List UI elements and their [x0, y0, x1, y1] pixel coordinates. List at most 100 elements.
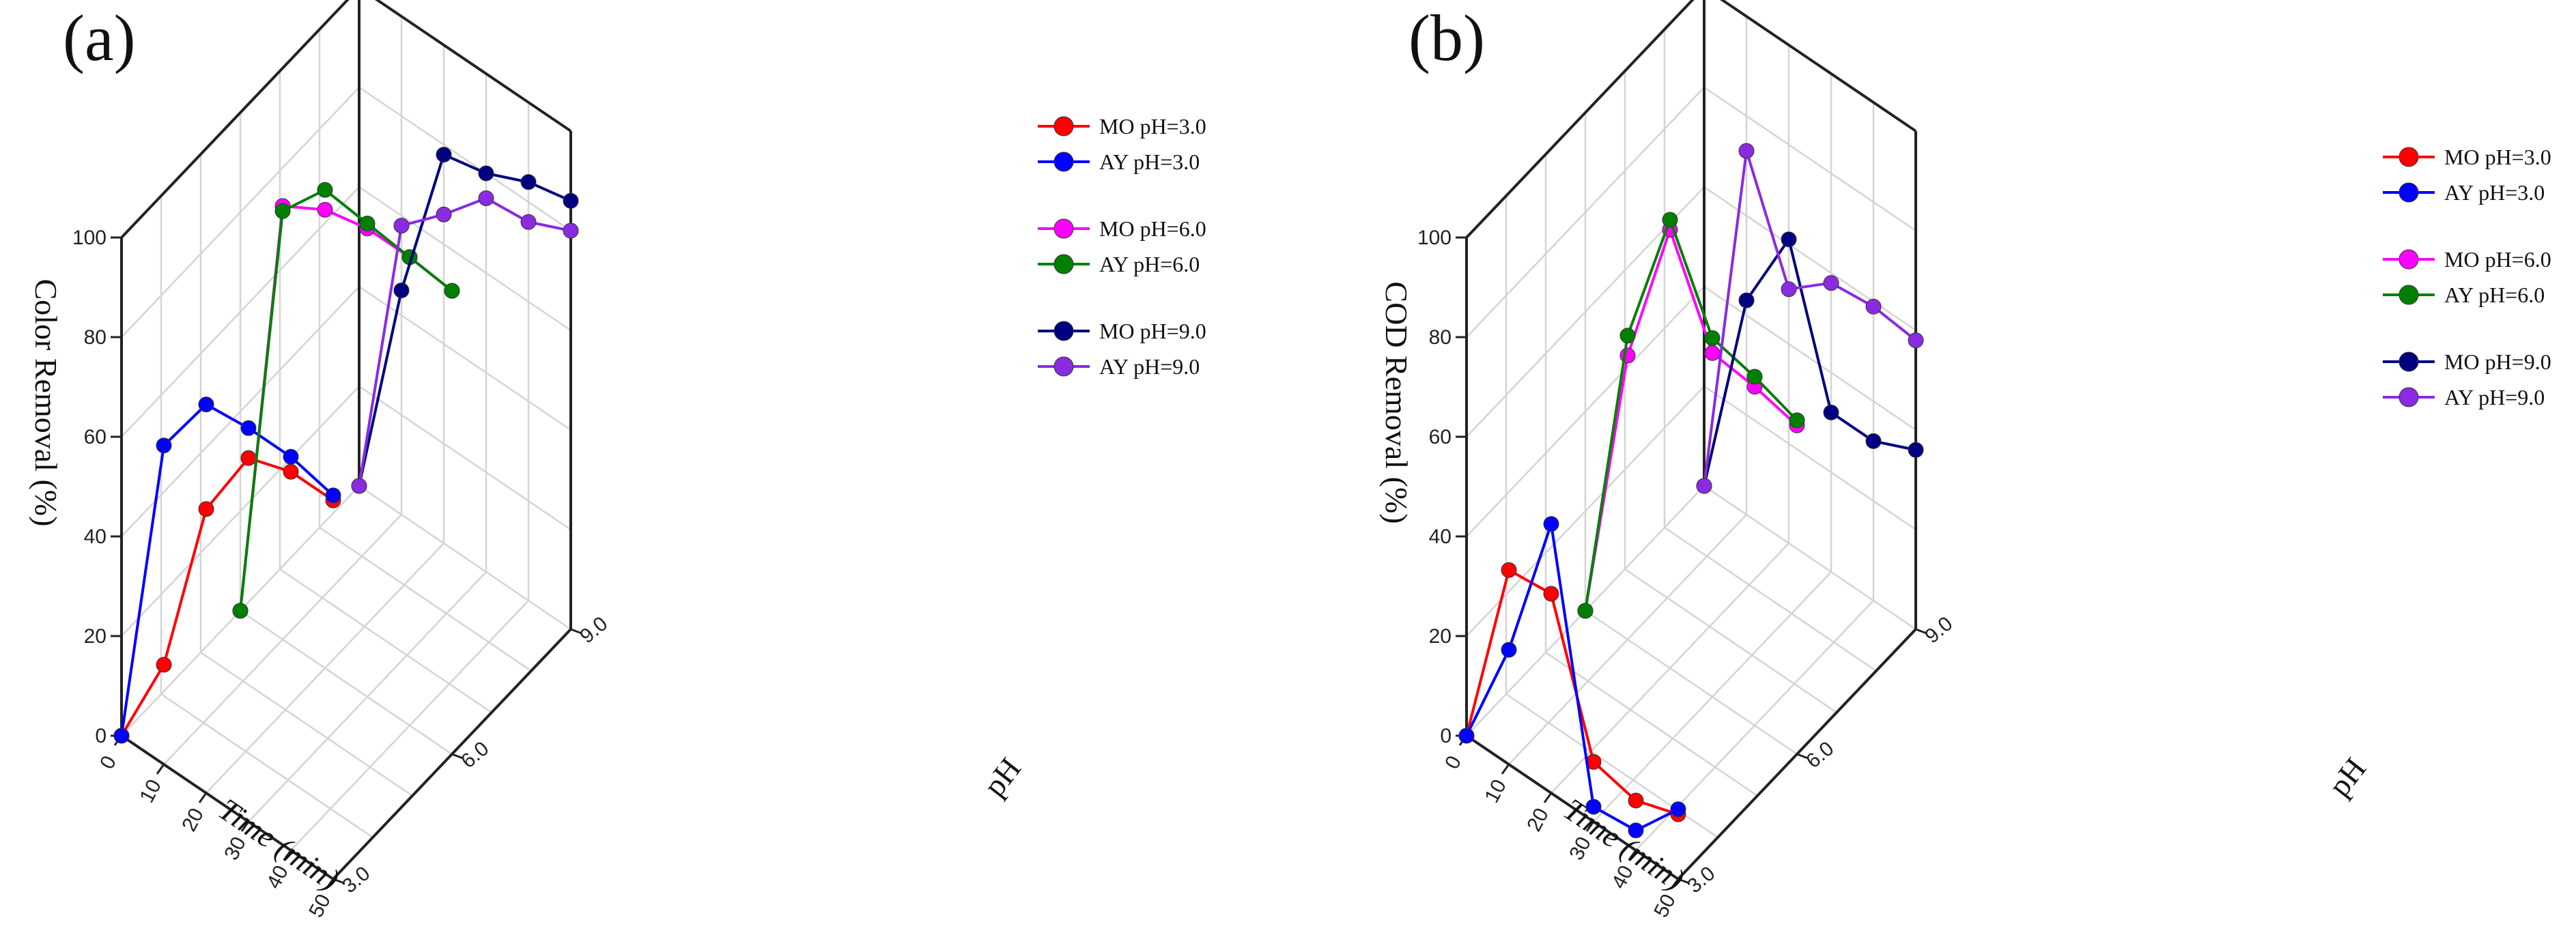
- legend-marker: [2398, 285, 2419, 305]
- ph-tick-mark: [1915, 628, 1927, 635]
- data-point: [283, 448, 299, 465]
- data-point: [1628, 822, 1644, 839]
- data-point: [1746, 369, 1763, 385]
- legend-label: MO pH=3.0: [2444, 145, 2551, 169]
- data-point: [1501, 642, 1517, 658]
- data-point: [1781, 281, 1797, 298]
- legend-marker: [1053, 356, 1074, 377]
- data-point: [198, 397, 214, 413]
- legend-label: AY pH=3.0: [2444, 180, 2545, 205]
- axis-frame-edge: [375, 0, 572, 132]
- data-point: [520, 214, 537, 230]
- gridline-z: [1466, 0, 1916, 238]
- time-tick-mark: [156, 764, 165, 775]
- time-tick-mark: [283, 850, 292, 861]
- data-point: [436, 147, 452, 163]
- data-point: [1738, 292, 1755, 308]
- legend-marker: [1053, 152, 1074, 172]
- data-point: [444, 283, 460, 299]
- data-point: [317, 182, 333, 198]
- gridline-z: [121, 0, 571, 238]
- series-3: [232, 198, 460, 619]
- time-tick-mark: [240, 821, 250, 832]
- data-point: [1619, 347, 1636, 364]
- gridline-ph-floor: [1545, 651, 1758, 797]
- data-point: [232, 603, 249, 619]
- series-2: [113, 397, 341, 744]
- data-point: [1458, 728, 1475, 744]
- legend-marker: [2398, 147, 2419, 167]
- gridline-ph-floor: [1664, 526, 1877, 672]
- series-line: [239, 188, 453, 611]
- data-point: [1823, 404, 1839, 420]
- gridline-time-floor: [163, 514, 402, 765]
- series-line: [1465, 523, 1679, 833]
- panel-label: (b): [1409, 1, 1485, 74]
- legend-marker: [1053, 116, 1074, 136]
- data-point: [1543, 586, 1559, 602]
- axis-frame-edge: [1720, 0, 1917, 132]
- gridline-ph-floor: [1624, 568, 1837, 714]
- z-tick-label: 0: [1440, 725, 1452, 747]
- z-tick-label: 20: [1429, 625, 1452, 648]
- time-tick-label: 0: [96, 752, 121, 773]
- legend-label: AY pH=9.0: [2444, 385, 2545, 409]
- legend-marker: [2398, 351, 2419, 372]
- data-point: [1908, 442, 1924, 458]
- data-point: [274, 203, 291, 219]
- data-point: [563, 192, 579, 209]
- series-1: [113, 450, 341, 744]
- z-axis-title: COD Removal (%): [1379, 281, 1414, 523]
- ph-tick-mark: [1796, 753, 1809, 760]
- legend-marker: [2398, 249, 2419, 270]
- data-point: [393, 283, 410, 298]
- data-point: [1619, 328, 1636, 344]
- data-point: [1577, 603, 1594, 619]
- gridline-ph-floor: [279, 568, 492, 714]
- legend-marker: [1053, 321, 1074, 341]
- data-point: [1670, 801, 1686, 818]
- legend-label: MO pH=9.0: [1099, 319, 1206, 343]
- data-point: [283, 463, 299, 480]
- data-point: [563, 222, 579, 239]
- gridline-time-floor: [290, 600, 529, 851]
- legend-label: AY pH=6.0: [2444, 283, 2545, 307]
- ph-tick-label: 9.0: [1921, 612, 1957, 648]
- data-point: [1865, 298, 1882, 315]
- series-line: [1703, 235, 1916, 487]
- data-point: [113, 728, 130, 744]
- z-tick-label: 40: [84, 526, 107, 548]
- series-6: [351, 190, 579, 494]
- gridline-time-floor: [1508, 514, 1747, 765]
- data-point: [520, 174, 537, 190]
- time-tick-label: 10: [1480, 776, 1511, 807]
- time-tick-mark: [1543, 792, 1553, 803]
- data-point: [198, 501, 214, 517]
- time-tick-label: 20: [178, 805, 208, 835]
- time-tick-label: 10: [135, 776, 166, 807]
- z-tick-label: 80: [84, 326, 107, 349]
- data-point: [393, 218, 410, 234]
- time-tick-mark: [1501, 764, 1510, 775]
- z-tick-label: 80: [1429, 326, 1452, 349]
- ph-tick-mark: [1678, 878, 1690, 884]
- series-line: [120, 456, 335, 737]
- data-point: [1738, 143, 1755, 159]
- ph-tick-mark: [570, 628, 582, 635]
- ph-tick-mark: [451, 753, 464, 760]
- legend-label: MO pH=6.0: [2444, 247, 2551, 272]
- time-tick-mark: [1670, 878, 1680, 889]
- time-tick-mark: [1628, 850, 1637, 861]
- gridline-time-floor: [206, 543, 444, 794]
- data-point: [1823, 275, 1839, 291]
- data-point: [1501, 562, 1517, 578]
- data-point: [1585, 798, 1602, 815]
- time-tick-label: 20: [1523, 805, 1553, 835]
- data-point: [351, 478, 367, 494]
- data-point: [359, 216, 376, 231]
- data-point: [1696, 478, 1712, 494]
- series-5: [351, 147, 579, 494]
- gridline-ph-floor: [240, 609, 453, 755]
